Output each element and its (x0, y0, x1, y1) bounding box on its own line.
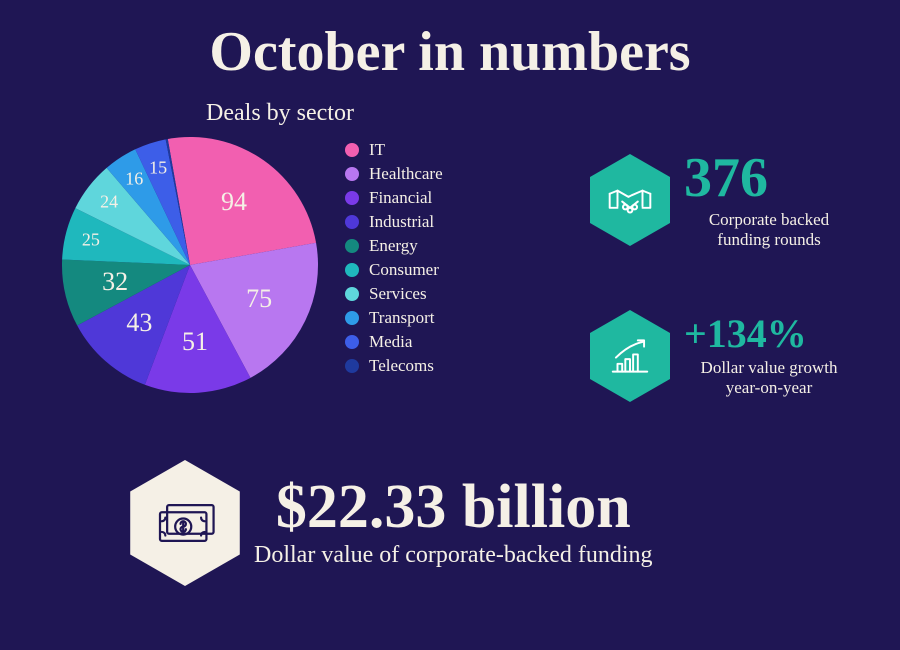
legend-label: Healthcare (369, 164, 443, 184)
legend-label: Media (369, 332, 412, 352)
legend-swatch (345, 359, 359, 373)
legend-item: Transport (345, 308, 443, 328)
pie-legend: IT Healthcare Financial Industrial Energy Con… (345, 140, 443, 376)
hex-badge-total (130, 460, 240, 586)
pie-slice (168, 137, 316, 265)
legend-label: Energy (369, 236, 418, 256)
legend-swatch (345, 215, 359, 229)
legend-swatch (345, 263, 359, 277)
stat-growth: +134% Dollar value growth year-on-year (590, 310, 880, 402)
legend-item: Healthcare (345, 164, 443, 184)
legend-item: Telecoms (345, 356, 443, 376)
legend-item: Industrial (345, 212, 443, 232)
legend-label: Consumer (369, 260, 439, 280)
legend-item: Energy (345, 236, 443, 256)
hex-badge-growth (590, 310, 670, 402)
legend-swatch (345, 239, 359, 253)
pie-chart: 947551433225241615 (60, 135, 320, 395)
page-title: October in numbers (0, 20, 900, 84)
money-icon (149, 498, 221, 548)
legend-label: Transport (369, 308, 435, 328)
pie-chart-title: Deals by sector (140, 100, 420, 127)
pie-svg (60, 135, 320, 395)
stat-rounds-caption: Corporate backed funding rounds (684, 210, 854, 249)
legend-swatch (345, 191, 359, 205)
stat-total-value-text: $22.33 billion (276, 476, 631, 538)
legend-swatch (345, 311, 359, 325)
legend-label: IT (369, 140, 385, 160)
growth-chart-icon (605, 331, 655, 381)
stat-growth-caption: Dollar value growth year-on-year (684, 358, 854, 397)
stat-text: +134% Dollar value growth year-on-year (684, 314, 854, 397)
legend-item: IT (345, 140, 443, 160)
infographic-canvas: October in numbers Deals by sector 94755… (0, 0, 900, 650)
legend-label: Telecoms (369, 356, 434, 376)
legend-item: Services (345, 284, 443, 304)
handshake-icon (605, 175, 655, 225)
legend-swatch (345, 287, 359, 301)
stat-rounds-value: 376 (684, 150, 768, 206)
stat-total-value: $22.33 billion Dollar value of corporate… (130, 460, 850, 586)
legend-label: Industrial (369, 212, 434, 232)
stat-total-caption: Dollar value of corporate-backed funding (254, 542, 653, 570)
stat-text: 376 Corporate backed funding rounds (684, 150, 854, 249)
stat-funding-rounds: 376 Corporate backed funding rounds (590, 150, 870, 249)
legend-swatch (345, 167, 359, 181)
legend-label: Financial (369, 188, 432, 208)
legend-item: Financial (345, 188, 443, 208)
legend-swatch (345, 143, 359, 157)
legend-item: Consumer (345, 260, 443, 280)
legend-item: Media (345, 332, 443, 352)
hex-badge-rounds (590, 154, 670, 246)
stat-growth-value: +134% (684, 314, 854, 354)
legend-swatch (345, 335, 359, 349)
legend-label: Services (369, 284, 427, 304)
stat-text: $22.33 billion Dollar value of corporate… (254, 476, 653, 570)
